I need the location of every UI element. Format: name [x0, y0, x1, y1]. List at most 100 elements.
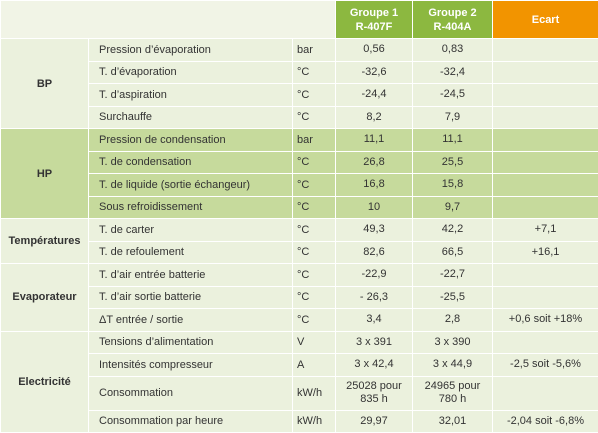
unit: bar: [292, 38, 336, 62]
table-row: Intensités compresseur A 3 x 42,4 3 x 44,9-…: [1, 353, 598, 377]
row-label: Surchauffe: [88, 105, 293, 129]
row-label: Sous refroidissement: [88, 195, 293, 219]
ecart-value: [492, 285, 598, 309]
ecart-value: [492, 173, 598, 197]
table-row: Températures T. de carter °C 49,3 42,2 +7,1: [0, 218, 598, 264]
group2-value: -22,7: [412, 263, 493, 287]
group1-value: -24,4: [335, 83, 413, 107]
row-label: T. d’aspiration: [88, 83, 293, 107]
row-label: Consommation par heure: [88, 409, 293, 433]
ecart-value: [492, 195, 598, 219]
group1-value: 25028 pour 835 h: [335, 375, 413, 411]
row-label: T. de refoulement: [88, 240, 293, 264]
table-row: Consommation kW/h 25028 pour 835 h 24965 po…: [1, 375, 598, 411]
unit: kW/h: [292, 409, 336, 433]
header-cell: Ecart: [492, 0, 598, 39]
table-row: Evaporateur T. d’air entrée batterie °C -22…: [0, 263, 598, 332]
table-row: T. de liquide (sortie échangeur) °C 16,8 15…: [1, 173, 598, 197]
unit: °C: [292, 263, 336, 287]
group1-value: -22,9: [335, 263, 413, 287]
group2-value: 24965 pour 780 h: [412, 375, 493, 411]
ecart-value: [492, 128, 598, 152]
group2-value: 32,01: [412, 409, 493, 433]
group2-value: 0,83: [412, 38, 493, 62]
unit: °C: [292, 285, 336, 309]
ecart-value: [492, 375, 598, 411]
row-label: T. de liquide (sortie échangeur): [88, 173, 293, 197]
group2-value: -25,5: [412, 285, 493, 309]
header-cell: Groupe 2 R-404A: [412, 0, 493, 39]
ecart-value: [492, 263, 598, 287]
unit: V: [292, 330, 336, 354]
unit: °C: [292, 150, 336, 174]
table-row: T. d’air sortie batterie °C - 26,3 -25,5: [1, 285, 598, 309]
unit: °C: [292, 308, 336, 332]
table-row: Consommation par heure kW/h 29,97 32,01 -2,0…: [1, 409, 598, 433]
table-row: ΔT entrée / sortie °C 3,4 2,8 +0,6 soit +18%: [1, 308, 598, 332]
unit: °C: [292, 240, 336, 264]
ecart-value: [492, 105, 598, 129]
group2-value: 25,5: [412, 150, 493, 174]
header-text: Groupe 1: [349, 6, 399, 19]
group2-value: 9,7: [412, 195, 493, 219]
row-label: Consommation: [88, 375, 293, 411]
group-label: BP: [0, 38, 89, 129]
group-label: Electricité: [0, 330, 89, 433]
header-row: Groupe 1 R-407F Groupe 2 R-404A Ecart: [0, 0, 598, 39]
group2-value: 11,1: [412, 128, 493, 152]
unit: °C: [292, 105, 336, 129]
unit: °C: [292, 60, 336, 84]
table-row: T. de refoulement °C 82,6 66,5 +16,1: [1, 240, 598, 264]
ecart-value: -2,5 soit -5,6%: [492, 353, 598, 377]
header-text: R-404A: [433, 20, 472, 33]
table-row: T. de condensation °C 26,8 25,5: [1, 150, 598, 174]
group1-value: 10: [335, 195, 413, 219]
group-label: HP: [0, 128, 89, 219]
header-text: R-407F: [355, 20, 393, 33]
group1-value: 3 x 42,4: [335, 353, 413, 377]
row-label: T. de carter: [88, 218, 293, 242]
unit: bar: [292, 128, 336, 152]
group1-value: -32,6: [335, 60, 413, 84]
ecart-value: [492, 330, 598, 354]
table-row: T. d’aspiration °C -24,4 -24,5: [1, 83, 598, 107]
group1-value: 16,8: [335, 173, 413, 197]
group-label: Températures: [0, 218, 89, 264]
group2-value: 3 x 44,9: [412, 353, 493, 377]
ecart-value: [492, 60, 598, 84]
table-row: Surchauffe °C 8,2 7,9: [1, 105, 598, 129]
group1-value: 11,1: [335, 128, 413, 152]
row-label: Pression d’évaporation: [88, 38, 293, 62]
group1-value: 82,6: [335, 240, 413, 264]
table-row: HP Pression de condensation bar 11,1 11,1: [0, 128, 598, 219]
unit: °C: [292, 195, 336, 219]
group2-value: 7,9: [412, 105, 493, 129]
row-label: T. d’évaporation: [88, 60, 293, 84]
row-label: T. d’air entrée batterie: [88, 263, 293, 287]
ecart-value: [492, 38, 598, 62]
group1-value: 29,97: [335, 409, 413, 433]
unit: °C: [292, 83, 336, 107]
group2-value: 3 x 390: [412, 330, 493, 354]
ecart-value: [492, 83, 598, 107]
ecart-value: [492, 150, 598, 174]
row-label: T. d’air sortie batterie: [88, 285, 293, 309]
group1-value: 8,2: [335, 105, 413, 129]
header-cell: Groupe 1 R-407F: [335, 0, 413, 39]
table-row: Sous refroidissement °C 10 9,7: [1, 195, 598, 219]
table-row: Electricité Tensions d’alimentation V 3 x 3…: [0, 330, 598, 433]
group1-value: - 26,3: [335, 285, 413, 309]
group2-value: 66,5: [412, 240, 493, 264]
row-label: Tensions d’alimentation: [88, 330, 293, 354]
ecart-value: +16,1: [492, 240, 598, 264]
group1-value: 0,56: [335, 38, 413, 62]
group1-value: 49,3: [335, 218, 413, 242]
row-label: T. de condensation: [88, 150, 293, 174]
group2-value: 15,8: [412, 173, 493, 197]
header-blank: [0, 0, 336, 39]
table-row: T. d’évaporation °C -32,6 -32,4: [1, 60, 598, 84]
group-label: Evaporateur: [0, 263, 89, 332]
row-label: ΔT entrée / sortie: [88, 308, 293, 332]
